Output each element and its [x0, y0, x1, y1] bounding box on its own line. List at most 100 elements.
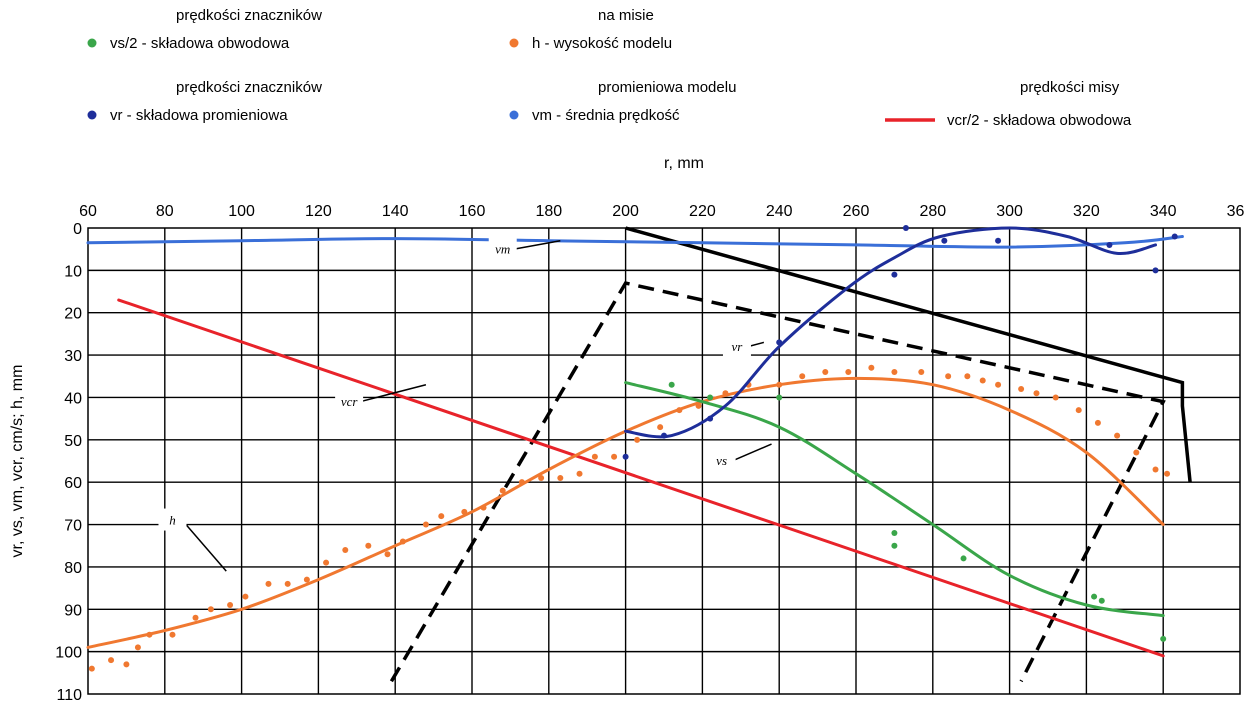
h-points-point-5 [169, 631, 176, 638]
legend-title-0: prędkości znaczników [176, 7, 322, 24]
h-points-point-30 [657, 424, 664, 431]
vs-points-point-2 [776, 394, 783, 401]
x-tick-label-11: 280 [919, 203, 946, 220]
h-points-point-18 [422, 521, 429, 528]
x-tick-label-7: 200 [612, 203, 639, 220]
annotation-label-2: vr [732, 339, 744, 354]
h-points-point-29 [634, 436, 641, 443]
y-tick-label-5: 50 [64, 433, 82, 450]
x-tick-label-14: 340 [1150, 203, 1177, 220]
h-points-point-9 [242, 593, 249, 600]
vs-points-point-6 [1091, 593, 1098, 600]
legend-title-3: promieniowa modelu [598, 79, 736, 96]
x-tick-label-8: 220 [689, 203, 716, 220]
vr-points-point-3 [776, 339, 783, 346]
annotation-label-1: vcr [341, 394, 359, 409]
legend-marker-0 [87, 38, 97, 48]
annotation-label-3: vs [716, 453, 727, 468]
y-tick-label-10: 100 [55, 645, 82, 662]
h-points-point-37 [822, 369, 829, 376]
h-points-point-36 [799, 373, 806, 380]
annotation-bg-1 [335, 389, 364, 412]
h-points-point-10 [265, 580, 272, 587]
y-tick-label-7: 70 [64, 518, 82, 535]
vs-series-line [624, 381, 1165, 618]
h-points-point-38 [845, 369, 852, 376]
x-tick-label-10: 260 [843, 203, 870, 220]
h-points-point-2 [123, 661, 130, 668]
annotation-leader-3 [731, 443, 772, 462]
h-points-point-24 [538, 474, 545, 481]
x-tick-label-3: 120 [305, 203, 332, 220]
y-tick-label-0: 0 [73, 221, 82, 238]
h-points-point-28 [611, 453, 618, 460]
h-points-point-32 [695, 402, 702, 409]
h-points-point-22 [499, 487, 506, 494]
y-tick-label-2: 20 [64, 306, 82, 323]
y-tick-label-4: 40 [64, 390, 82, 407]
h-points-point-4 [146, 631, 153, 638]
plot-frame [87, 227, 1241, 695]
h-points-point-52 [1133, 449, 1140, 456]
h-points-point-47 [1033, 390, 1040, 397]
vr-points-point-9 [1152, 267, 1159, 274]
x-tick-label-6: 180 [535, 203, 562, 220]
h-points-point-3 [134, 644, 141, 651]
vr-points-point-4 [891, 271, 898, 278]
x-tick-label-0: 60 [79, 203, 97, 220]
h-points-point-40 [891, 369, 898, 376]
h-points-point-21 [480, 504, 487, 511]
h-points-point-1 [108, 657, 115, 664]
y-tick-label-8: 80 [64, 560, 82, 577]
annotation-bg-4 [158, 508, 187, 531]
grid [87, 227, 1241, 695]
x-tick-label-2: 100 [228, 203, 255, 220]
x-axis-title: r, mm [664, 155, 704, 172]
legend-label-4: vcr/2 - składowa obwodowa [947, 112, 1132, 129]
h-points-point-41 [918, 369, 925, 376]
mold-solid-line [625, 226, 1192, 483]
mold-dashed-line [389, 281, 1166, 683]
h-points-point-13 [323, 559, 330, 566]
h-points-point-48 [1052, 394, 1059, 401]
legend-title-2: prędkości znaczników [176, 79, 322, 96]
legend-label-2: vr - składowa promieniowa [110, 107, 288, 124]
h-points-point-25 [557, 474, 564, 481]
annotation-leader-0 [512, 239, 561, 251]
legend: prędkości znaczników vs/2 - składowa obwo… [87, 7, 1132, 129]
annotation-leader-1 [358, 384, 427, 403]
y-tick-label-9: 90 [64, 602, 82, 619]
h-points-point-26 [576, 470, 583, 477]
h-points-point-23 [518, 479, 525, 486]
y-axis-title: vr, vs, vm, vcr, cm/s; h, mm [9, 365, 26, 558]
h-points-point-44 [979, 377, 986, 384]
h-points-point-53 [1152, 466, 1159, 473]
vs-points-point-8 [1160, 635, 1167, 642]
legend-title-4: prędkości misy [1020, 79, 1120, 96]
h-points-point-7 [207, 606, 214, 613]
x-tick-label-4: 140 [382, 203, 409, 220]
annotation-label-0: vm [495, 241, 510, 256]
vcr-series-line [117, 298, 1165, 658]
vr-points-point-10 [1171, 233, 1178, 240]
h-points-point-43 [964, 373, 971, 380]
x-tick-label-15: 360 [1227, 203, 1245, 220]
vm-series-line [86, 235, 1184, 249]
vs-points-point-0 [668, 381, 675, 388]
vs-points-point-3 [891, 530, 898, 537]
vr-points-point-8 [1106, 241, 1113, 248]
h-points-point-14 [342, 546, 349, 553]
h-points-point-8 [227, 602, 234, 609]
annotation-layer: vm vcr vr vs h [158, 237, 772, 572]
vs-points-point-7 [1098, 597, 1105, 604]
vr-points-point-5 [902, 225, 909, 231]
y-tick-label-6: 60 [64, 475, 82, 492]
x-tick-label-5: 160 [459, 203, 486, 220]
h-points-point-33 [722, 390, 729, 397]
h-points-point-11 [284, 580, 291, 587]
x-tick-label-9: 240 [766, 203, 793, 220]
h-points-point-35 [776, 381, 783, 388]
legend-label-3: vm - średnia prędkość [532, 107, 680, 124]
h-points-point-19 [438, 513, 445, 520]
vr-points-point-2 [707, 415, 714, 422]
